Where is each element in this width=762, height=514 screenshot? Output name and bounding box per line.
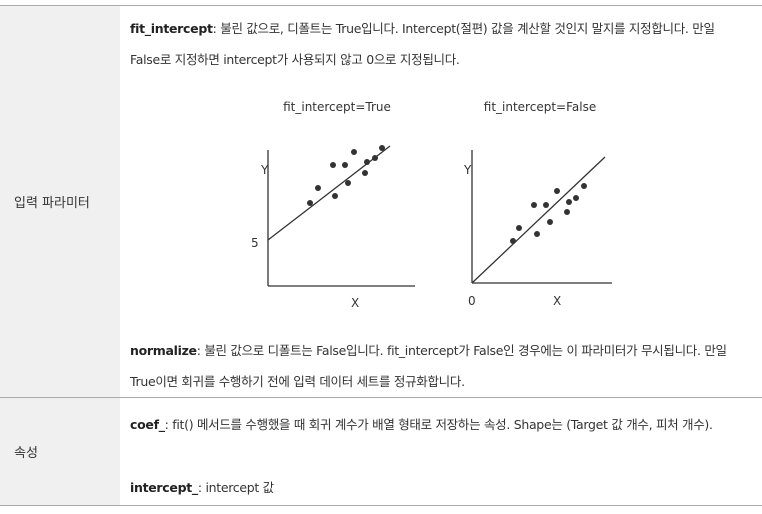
axis-label: Y	[463, 163, 472, 177]
points	[510, 183, 587, 244]
paragraph: coef_: fit() 메서드를 수행했을 때 회귀 계수가 배열 형태로 저…	[130, 409, 748, 440]
row-header: 속성	[0, 398, 120, 505]
axis-label: X	[553, 294, 561, 308]
axis-label: 5	[251, 236, 259, 250]
term: intercept_	[130, 480, 198, 495]
term: normalize	[130, 343, 197, 358]
points	[307, 145, 385, 206]
axis-label: X	[351, 296, 359, 310]
header-text: 입력 파라미터	[14, 196, 90, 211]
axis-label: Y	[260, 163, 269, 177]
figure: fit_intercept=False Y 0 X	[463, 100, 612, 308]
row-header: 입력 파라미터	[0, 6, 120, 397]
border	[0, 397, 762, 398]
fit-line	[471, 156, 606, 284]
header-text: 속성	[14, 446, 38, 461]
description: : fit() 메서드를 수행했을 때 회귀 계수가 배열 형태로 저장하는 속…	[164, 417, 713, 432]
fit-line	[267, 145, 391, 241]
description: : 불린 값으로 디폴트는 False입니다. fit_intercept가 F…	[130, 343, 727, 389]
border	[0, 505, 762, 506]
description: : intercept 값	[197, 480, 274, 495]
paragraph: fit_intercept: 불린 값으로, 디폴트는 True입니다. Int…	[130, 13, 748, 75]
term: fit_intercept	[130, 21, 213, 36]
axis-label: 0	[468, 294, 476, 308]
figure-title: fit_intercept=True	[283, 100, 391, 114]
paragraph: normalize: 불린 값으로 디폴트는 False입니다. fit_int…	[130, 335, 748, 397]
border	[0, 5, 762, 6]
figure: fit_intercept=True Y 5 X	[251, 100, 415, 310]
figure-title: fit_intercept=False	[484, 100, 596, 114]
term: coef_	[130, 417, 165, 432]
description: : 불린 값으로, 디폴트는 True입니다. Intercept(절편) 값을…	[130, 21, 715, 67]
paragraph: intercept_: intercept 값	[130, 472, 748, 503]
